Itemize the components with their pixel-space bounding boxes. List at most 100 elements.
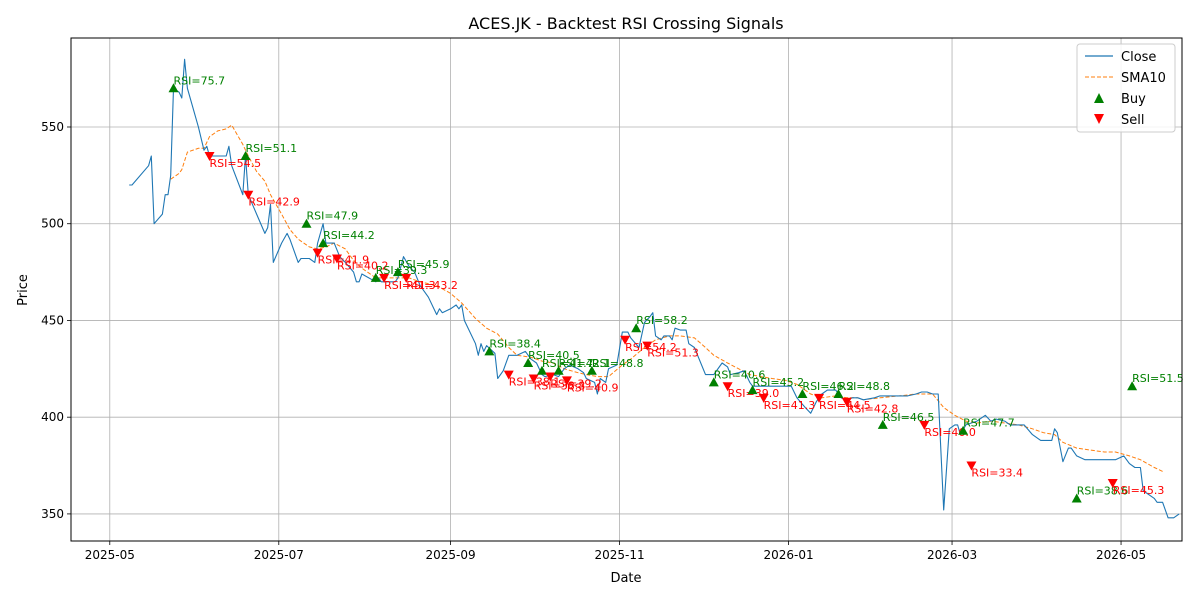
sell-rsi-label: RSI=41.3 (384, 279, 436, 292)
legend-sell-label: Sell (1121, 113, 1144, 128)
x-axis: 2025-05 2025-07 2025-09 2025-11 2026-01 2026-… (85, 541, 1146, 562)
buy-rsi-label: RSI=45.2 (753, 376, 805, 389)
y-tick-label: 500 (41, 217, 64, 231)
sell-rsi-label: RSI=42.8 (847, 403, 899, 416)
buy-rsi-label: RSI=48.8 (592, 357, 644, 370)
sell-marker (814, 393, 825, 403)
buy-marker (833, 388, 844, 398)
legend-buy-label: Buy (1121, 92, 1146, 107)
legend-buy-marker (1094, 93, 1104, 103)
buy-rsi-label: RSI=42.1 (559, 357, 611, 370)
x-axis-label: Date (610, 571, 641, 586)
buy-rsi-label: RSI=51.1 (246, 142, 298, 155)
sell-marker (204, 152, 215, 162)
buy-rsi-label: RSI=58.2 (636, 314, 688, 327)
sell-rsi-label: RSI=54.2 (625, 341, 677, 354)
buy-marker (301, 218, 312, 228)
sma10-series (170, 124, 1163, 472)
sell-marker (331, 254, 342, 264)
buy-rsi-label: RSI=39.3 (376, 264, 428, 277)
sma10-line (170, 124, 1163, 472)
buy-marker (877, 419, 888, 429)
buy-marker (484, 346, 495, 356)
sell-marker (545, 372, 556, 382)
buy-marker (586, 365, 597, 375)
sell-marker (528, 374, 539, 384)
sell-marker (841, 397, 852, 407)
plot-area (71, 38, 1182, 541)
sell-rsi-label: RSI=38.8 (534, 379, 586, 392)
buy-marker (1071, 493, 1082, 503)
legend-sell-marker (1094, 114, 1104, 124)
x-tick-label: 2026-03 (927, 548, 977, 562)
x-tick-label: 2026-05 (1096, 548, 1146, 562)
sell-marker (758, 393, 769, 403)
buy-rsi-label: RSI=38.6 (1077, 484, 1129, 497)
sell-rsi-label: RSI=38.1 (509, 376, 561, 389)
buy-marker (797, 388, 808, 398)
x-tick-label: 2025-11 (595, 548, 645, 562)
buy-marker (370, 272, 381, 282)
y-tick-label: 450 (41, 313, 64, 327)
legend-sma10-label: SMA10 (1121, 71, 1166, 86)
y-tick-label: 350 (41, 507, 64, 521)
sell-marker (1107, 478, 1118, 488)
sell-rsi-label: RSI=40.9 (567, 381, 619, 394)
legend-close-label: Close (1121, 50, 1156, 65)
signal-markers: RSI=75.7 RSI=54.5 RSI=51.1 RSI=42.9 RSI=47.9… (168, 74, 1184, 503)
buy-rsi-label: RSI=40.6 (714, 368, 766, 381)
sell-marker (919, 420, 930, 430)
buy-rsi-label: RSI=46.2 (802, 380, 854, 393)
buy-rsi-label: RSI=40.5 (528, 349, 580, 362)
sell-rsi-label: RSI=41.9 (318, 254, 370, 267)
buy-rsi-label: RSI=45.9 (398, 258, 450, 271)
x-tick-label: 2026-01 (764, 548, 814, 562)
x-tick-label: 2025-07 (254, 548, 304, 562)
buy-marker (536, 365, 547, 375)
buy-marker (958, 425, 969, 435)
buy-marker (240, 151, 251, 161)
sell-rsi-label: RSI=54.5 (210, 157, 262, 170)
buy-marker (631, 323, 642, 333)
x-tick-label: 2025-05 (85, 548, 135, 562)
buy-rsi-label: RSI=75.7 (174, 74, 226, 87)
y-tick-label: 550 (41, 120, 64, 134)
buy-rsi-label: RSI=47.7 (963, 417, 1015, 430)
buy-marker (708, 377, 719, 387)
buy-rsi-label: RSI=48.8 (838, 380, 890, 393)
sell-rsi-label: RSI=51.3 (647, 347, 699, 360)
buy-marker (318, 238, 329, 248)
plot-frame (70, 37, 1183, 542)
y-axis-label: Price (16, 274, 31, 306)
sell-marker (379, 273, 390, 283)
sell-rsi-label: RSI=44.5 (819, 399, 871, 412)
legend-box (1076, 43, 1176, 133)
sell-rsi-label: RSI=33.4 (971, 467, 1023, 480)
sell-rsi-label: RSI=40.2 (337, 260, 389, 273)
sell-rsi-label: RSI=43.2 (406, 279, 458, 292)
legend: Close SMA10 Buy Sell (1076, 43, 1176, 133)
y-axis: 350 400 450 500 550 (41, 120, 71, 521)
buy-marker (523, 358, 534, 368)
buy-rsi-label: RSI=41.7 (542, 357, 594, 370)
sell-marker (401, 273, 412, 283)
buy-rsi-label: RSI=51.5 (1132, 372, 1184, 385)
y-tick-label: 400 (41, 410, 64, 424)
buy-marker (553, 365, 564, 375)
sell-marker (642, 341, 653, 351)
sell-marker (966, 461, 977, 471)
buy-marker (1127, 381, 1138, 391)
buy-marker (392, 267, 403, 277)
buy-rsi-label: RSI=46.5 (883, 411, 935, 424)
x-tick-label: 2025-09 (425, 548, 475, 562)
sell-marker (312, 248, 323, 258)
sell-rsi-label: RSI=41.3 (764, 399, 816, 412)
chart-title: ACES.JK - Backtest RSI Crossing Signals (468, 14, 783, 33)
buy-marker (168, 83, 179, 93)
sell-marker (243, 190, 254, 200)
sell-marker (503, 370, 514, 380)
sell-marker (561, 376, 572, 386)
buy-rsi-label: RSI=47.9 (306, 210, 358, 223)
buy-rsi-label: RSI=38.4 (489, 337, 541, 350)
